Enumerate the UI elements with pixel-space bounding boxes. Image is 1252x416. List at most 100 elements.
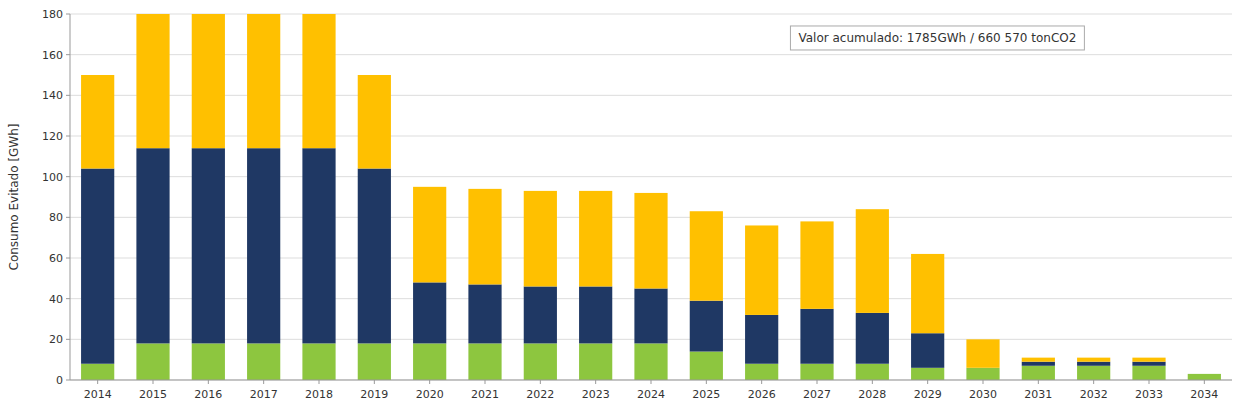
bar-segment — [136, 148, 169, 343]
x-tick — [153, 380, 154, 384]
bar-segment — [1188, 373, 1221, 374]
x-tick-label: 2022 — [526, 388, 554, 401]
bar-segment — [302, 148, 335, 343]
bar-segment — [966, 339, 999, 367]
y-tick-label: 20 — [49, 333, 63, 346]
bar-segment — [247, 14, 280, 148]
x-tick-label: 2021 — [471, 388, 499, 401]
bar-segment — [856, 313, 889, 364]
y-axis: 020406080100120140160180 — [42, 8, 70, 387]
y-tick-label: 120 — [42, 130, 63, 143]
x-tick-label: 2030 — [969, 388, 997, 401]
bar-segment — [1132, 362, 1165, 366]
x-tick — [374, 380, 375, 384]
bar-segment — [468, 343, 501, 380]
x-tick-label: 2028 — [858, 388, 886, 401]
x-tick — [651, 380, 652, 384]
x-tick — [872, 380, 873, 384]
bar-segment — [966, 368, 999, 380]
y-tick — [66, 14, 70, 15]
bar-segment — [247, 343, 280, 380]
x-tick-label: 2018 — [305, 388, 333, 401]
bar-segment — [690, 211, 723, 300]
bar-segment — [1022, 362, 1055, 366]
x-tick-label: 2023 — [582, 388, 610, 401]
y-tick-label: 160 — [42, 49, 63, 62]
x-tick-label: 2029 — [914, 388, 942, 401]
grid — [70, 14, 1232, 380]
x-tick — [927, 380, 928, 384]
grid-line — [70, 54, 1232, 55]
x-tick — [540, 380, 541, 384]
y-tick — [66, 339, 70, 340]
x-tick — [1204, 380, 1205, 384]
bar-segment — [136, 343, 169, 380]
y-tick — [66, 95, 70, 96]
x-tick-label: 2017 — [250, 388, 278, 401]
bar-segment — [136, 14, 169, 148]
annotation-text: Valor acumulado: 1785GWh / 660 570 tonCO… — [798, 31, 1076, 45]
bar-segment — [690, 301, 723, 352]
bar-segment — [192, 148, 225, 343]
x-tick-label: 2015 — [139, 388, 167, 401]
x-tick — [595, 380, 596, 384]
bar-segment — [856, 209, 889, 313]
bar-segment — [579, 191, 612, 287]
x-tick-label: 2032 — [1080, 388, 1108, 401]
y-tick-label: 60 — [49, 252, 63, 265]
bar-segment — [192, 14, 225, 148]
grid-line — [70, 14, 1232, 15]
y-tick-label: 180 — [42, 8, 63, 21]
bar-segment — [302, 14, 335, 148]
y-tick — [66, 380, 70, 381]
bar-segment — [634, 193, 667, 289]
x-axis: 2014201520162017201820192020202120222023… — [84, 380, 1219, 401]
x-tick — [1149, 380, 1150, 384]
y-tick — [66, 54, 70, 55]
y-tick — [66, 298, 70, 299]
annotation: Valor acumulado: 1785GWh / 660 570 tonCO… — [790, 26, 1084, 50]
bar-segment — [468, 189, 501, 285]
x-tick — [817, 380, 818, 384]
bar-segment — [247, 148, 280, 343]
x-tick — [983, 380, 984, 384]
x-tick — [429, 380, 430, 384]
bar-segment — [1077, 366, 1110, 380]
bar-segment — [634, 289, 667, 344]
series — [81, 14, 1166, 368]
y-tick-label: 140 — [42, 89, 63, 102]
bar-segment — [911, 333, 944, 368]
x-tick — [319, 380, 320, 384]
bar-segment — [745, 225, 778, 314]
chart-container: 020406080100120140160180Consumo Evitado … — [0, 0, 1252, 416]
series — [81, 343, 1221, 380]
bar-segment — [524, 191, 557, 287]
y-axis-label: Consumo Evitado [GWh] — [7, 123, 21, 270]
y-tick — [66, 136, 70, 137]
y-tick — [66, 176, 70, 177]
x-tick — [208, 380, 209, 384]
series — [81, 148, 1166, 368]
bar-segment — [81, 75, 114, 169]
bar-segment — [81, 169, 114, 364]
bar-segment — [81, 364, 114, 380]
x-tick — [706, 380, 707, 384]
bar-segment — [468, 284, 501, 343]
bar-segment — [358, 343, 391, 380]
bar-segment — [579, 343, 612, 380]
x-tick-label: 2025 — [692, 388, 720, 401]
bar-segment — [1132, 358, 1165, 362]
bar-segment — [1022, 358, 1055, 362]
bar-segment — [358, 169, 391, 344]
y-axis-line — [70, 14, 71, 380]
bar-segment — [800, 221, 833, 308]
y-tick — [66, 258, 70, 259]
grid-line — [70, 176, 1232, 177]
y-tick — [66, 217, 70, 218]
annotation-box — [790, 26, 1084, 50]
x-tick — [761, 380, 762, 384]
bar-segment — [745, 364, 778, 380]
bar-segment — [800, 364, 833, 380]
bar-segment — [1188, 373, 1221, 374]
x-tick — [97, 380, 98, 384]
